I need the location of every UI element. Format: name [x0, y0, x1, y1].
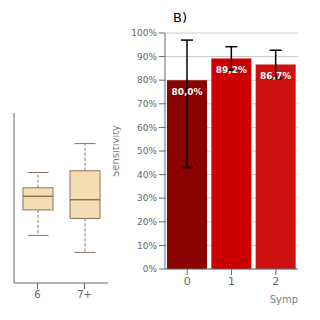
svg-text:20%: 20% — [137, 217, 157, 227]
svg-text:90%: 90% — [137, 52, 157, 62]
svg-text:80,0%: 80,0% — [171, 87, 202, 97]
svg-text:Symp: Symp — [270, 294, 298, 305]
svg-text:0: 0 — [184, 275, 191, 288]
svg-text:Sensitivity: Sensitivity — [113, 125, 121, 177]
svg-text:0%: 0% — [143, 264, 158, 274]
svg-text:80%: 80% — [137, 75, 157, 85]
svg-text:10%: 10% — [137, 241, 157, 251]
svg-text:30%: 30% — [137, 193, 157, 203]
svg-text:50%: 50% — [137, 146, 157, 156]
svg-text:100%: 100% — [131, 28, 157, 38]
svg-text:86,7%: 86,7% — [260, 71, 291, 81]
svg-text:60%: 60% — [137, 123, 157, 133]
svg-text:1: 1 — [228, 275, 235, 288]
svg-text:2: 2 — [272, 275, 279, 288]
svg-text:70%: 70% — [137, 99, 157, 109]
svg-text:6: 6 — [34, 289, 40, 300]
svg-text:40%: 40% — [137, 170, 157, 180]
svg-text:7+: 7+ — [77, 289, 92, 300]
html-text:B): B) — [173, 10, 187, 25]
svg-text:89,2%: 89,2% — [216, 65, 247, 75]
